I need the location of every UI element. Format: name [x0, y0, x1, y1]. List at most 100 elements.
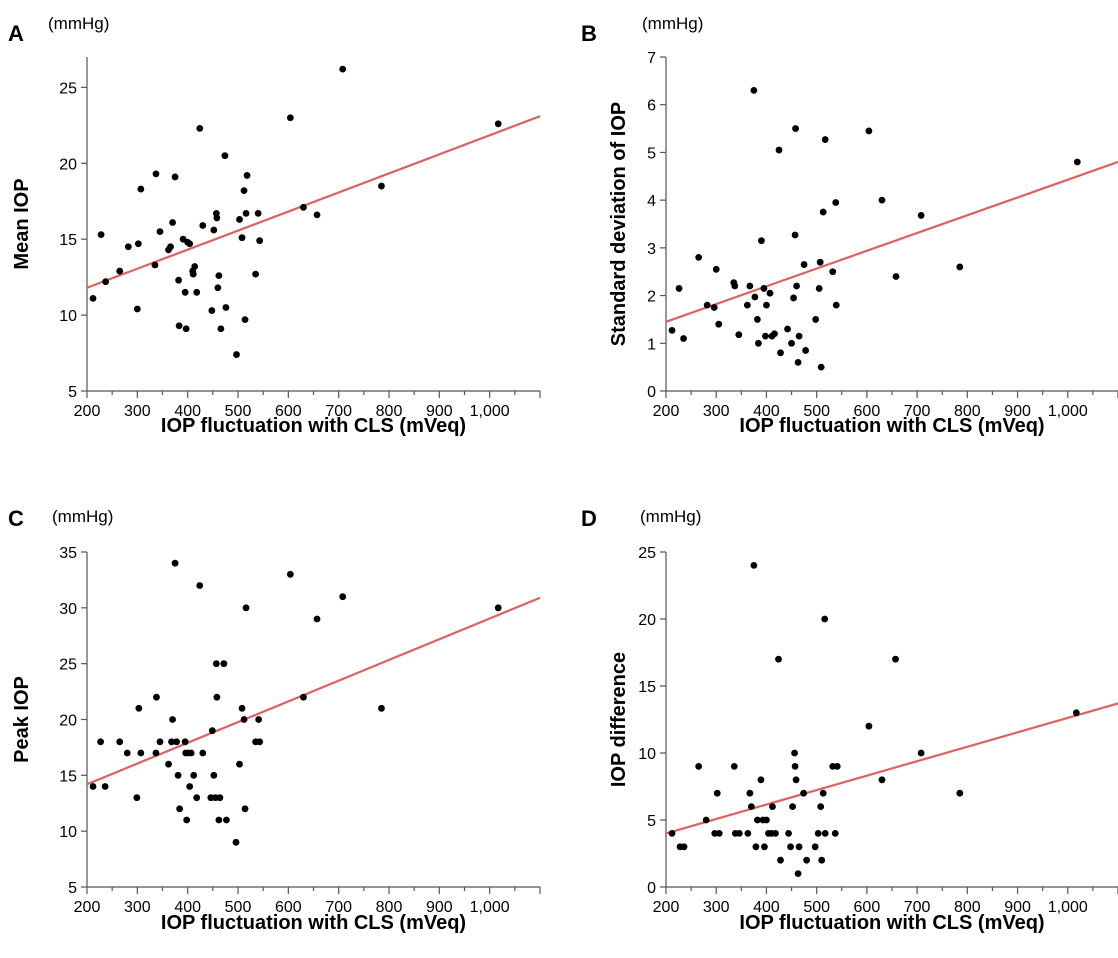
panel-letter: D [581, 506, 597, 531]
data-point [735, 830, 743, 837]
data-point [814, 830, 822, 837]
data-point [713, 789, 721, 797]
data-point [760, 285, 768, 292]
data-point [214, 284, 222, 292]
data-point [175, 322, 183, 330]
data-point [754, 316, 761, 323]
x-tick-label: 1,000 [470, 899, 510, 916]
data-point [763, 301, 770, 309]
data-point [812, 316, 820, 323]
x-tick-label: 900 [426, 403, 453, 420]
data-point [675, 285, 683, 292]
data-point [176, 805, 184, 813]
data-point [755, 339, 762, 347]
data-point [151, 261, 159, 269]
data-point [744, 830, 752, 837]
unit-label: (mmHg) [48, 14, 109, 33]
data-point [802, 347, 810, 354]
y-tick-label: 15 [59, 768, 77, 785]
data-point [256, 237, 264, 245]
data-point [695, 254, 703, 261]
x-tick-label: 300 [124, 403, 151, 420]
data-point [1073, 158, 1081, 166]
data-point [208, 307, 216, 314]
x-tick-label: 400 [174, 899, 201, 916]
panel-letter: A [8, 21, 24, 46]
data-point [794, 358, 802, 366]
unit-label: (mmHg) [52, 507, 113, 526]
data-point [715, 830, 723, 837]
data-point [240, 716, 248, 723]
data-point [212, 660, 220, 668]
x-tick-label: 700 [325, 899, 352, 916]
data-point [191, 263, 199, 270]
data-point [816, 258, 824, 266]
data-point [193, 794, 201, 802]
data-point [750, 87, 758, 94]
data-point [254, 209, 262, 217]
x-tick-label: 900 [426, 899, 453, 916]
x-tick-label: 300 [703, 403, 730, 420]
data-point [286, 114, 294, 122]
data-point [182, 325, 190, 333]
x-tick-label: 200 [74, 403, 101, 420]
data-point [171, 559, 179, 567]
x-tick-label: 700 [325, 403, 352, 420]
data-point [238, 704, 246, 712]
data-point [892, 273, 900, 280]
data-point [751, 293, 759, 301]
y-axis-title: Mean IOP [11, 178, 33, 269]
x-tick-label: 600 [275, 403, 302, 420]
data-point [784, 325, 791, 333]
y-tick-label: 1 [647, 336, 656, 353]
panel-letter: B [581, 21, 597, 46]
data-point [232, 838, 240, 846]
regression-line [86, 115, 541, 289]
data-point [710, 304, 718, 311]
regression-line [86, 596, 541, 786]
data-point [89, 783, 97, 790]
data-point [818, 856, 826, 864]
y-tick-label: 7 [647, 50, 656, 67]
y-tick-label: 2 [647, 289, 656, 306]
y-tick-label: 10 [59, 824, 77, 841]
data-point [236, 216, 243, 223]
data-point [777, 349, 784, 357]
y-tick-label: 25 [638, 545, 656, 562]
data-point [152, 749, 160, 757]
data-point [186, 240, 194, 248]
data-point [167, 243, 174, 251]
data-point [89, 294, 97, 302]
data-point [116, 738, 124, 746]
x-axis-title: IOP fluctuation with CLS (mVeq) [739, 912, 1044, 934]
data-point [793, 282, 800, 290]
x-tick-label: 800 [954, 403, 981, 420]
data-point [815, 285, 823, 292]
x-tick-label: 200 [653, 899, 680, 916]
data-point [133, 794, 141, 802]
data-point [186, 783, 194, 790]
data-point [792, 776, 800, 784]
data-point [680, 335, 687, 342]
data-point [819, 789, 827, 797]
data-point [193, 288, 201, 296]
panel-c: C (mmHg) 5 10 15 20 25 30 35 200 300 400 500 600 700 80… [8, 506, 541, 934]
data-point [223, 816, 230, 824]
data-point [788, 339, 795, 347]
x-tick-label: 400 [174, 403, 201, 420]
y-axis-title: IOP difference [608, 652, 630, 787]
data-point [135, 704, 143, 712]
data-point [187, 749, 195, 757]
y-tick-label: 20 [59, 713, 77, 730]
data-point [242, 604, 250, 612]
data-point [703, 301, 711, 309]
x-axis-title: IOP fluctuation with CLS (mVeq) [161, 912, 466, 934]
data-point [101, 783, 109, 790]
data-point [668, 830, 676, 837]
data-point [829, 268, 837, 276]
regression-line [665, 160, 1118, 323]
x-tick-label: 1,000 [1048, 899, 1088, 916]
data-point [775, 146, 783, 154]
data-point [313, 211, 321, 219]
data-point [695, 763, 703, 770]
